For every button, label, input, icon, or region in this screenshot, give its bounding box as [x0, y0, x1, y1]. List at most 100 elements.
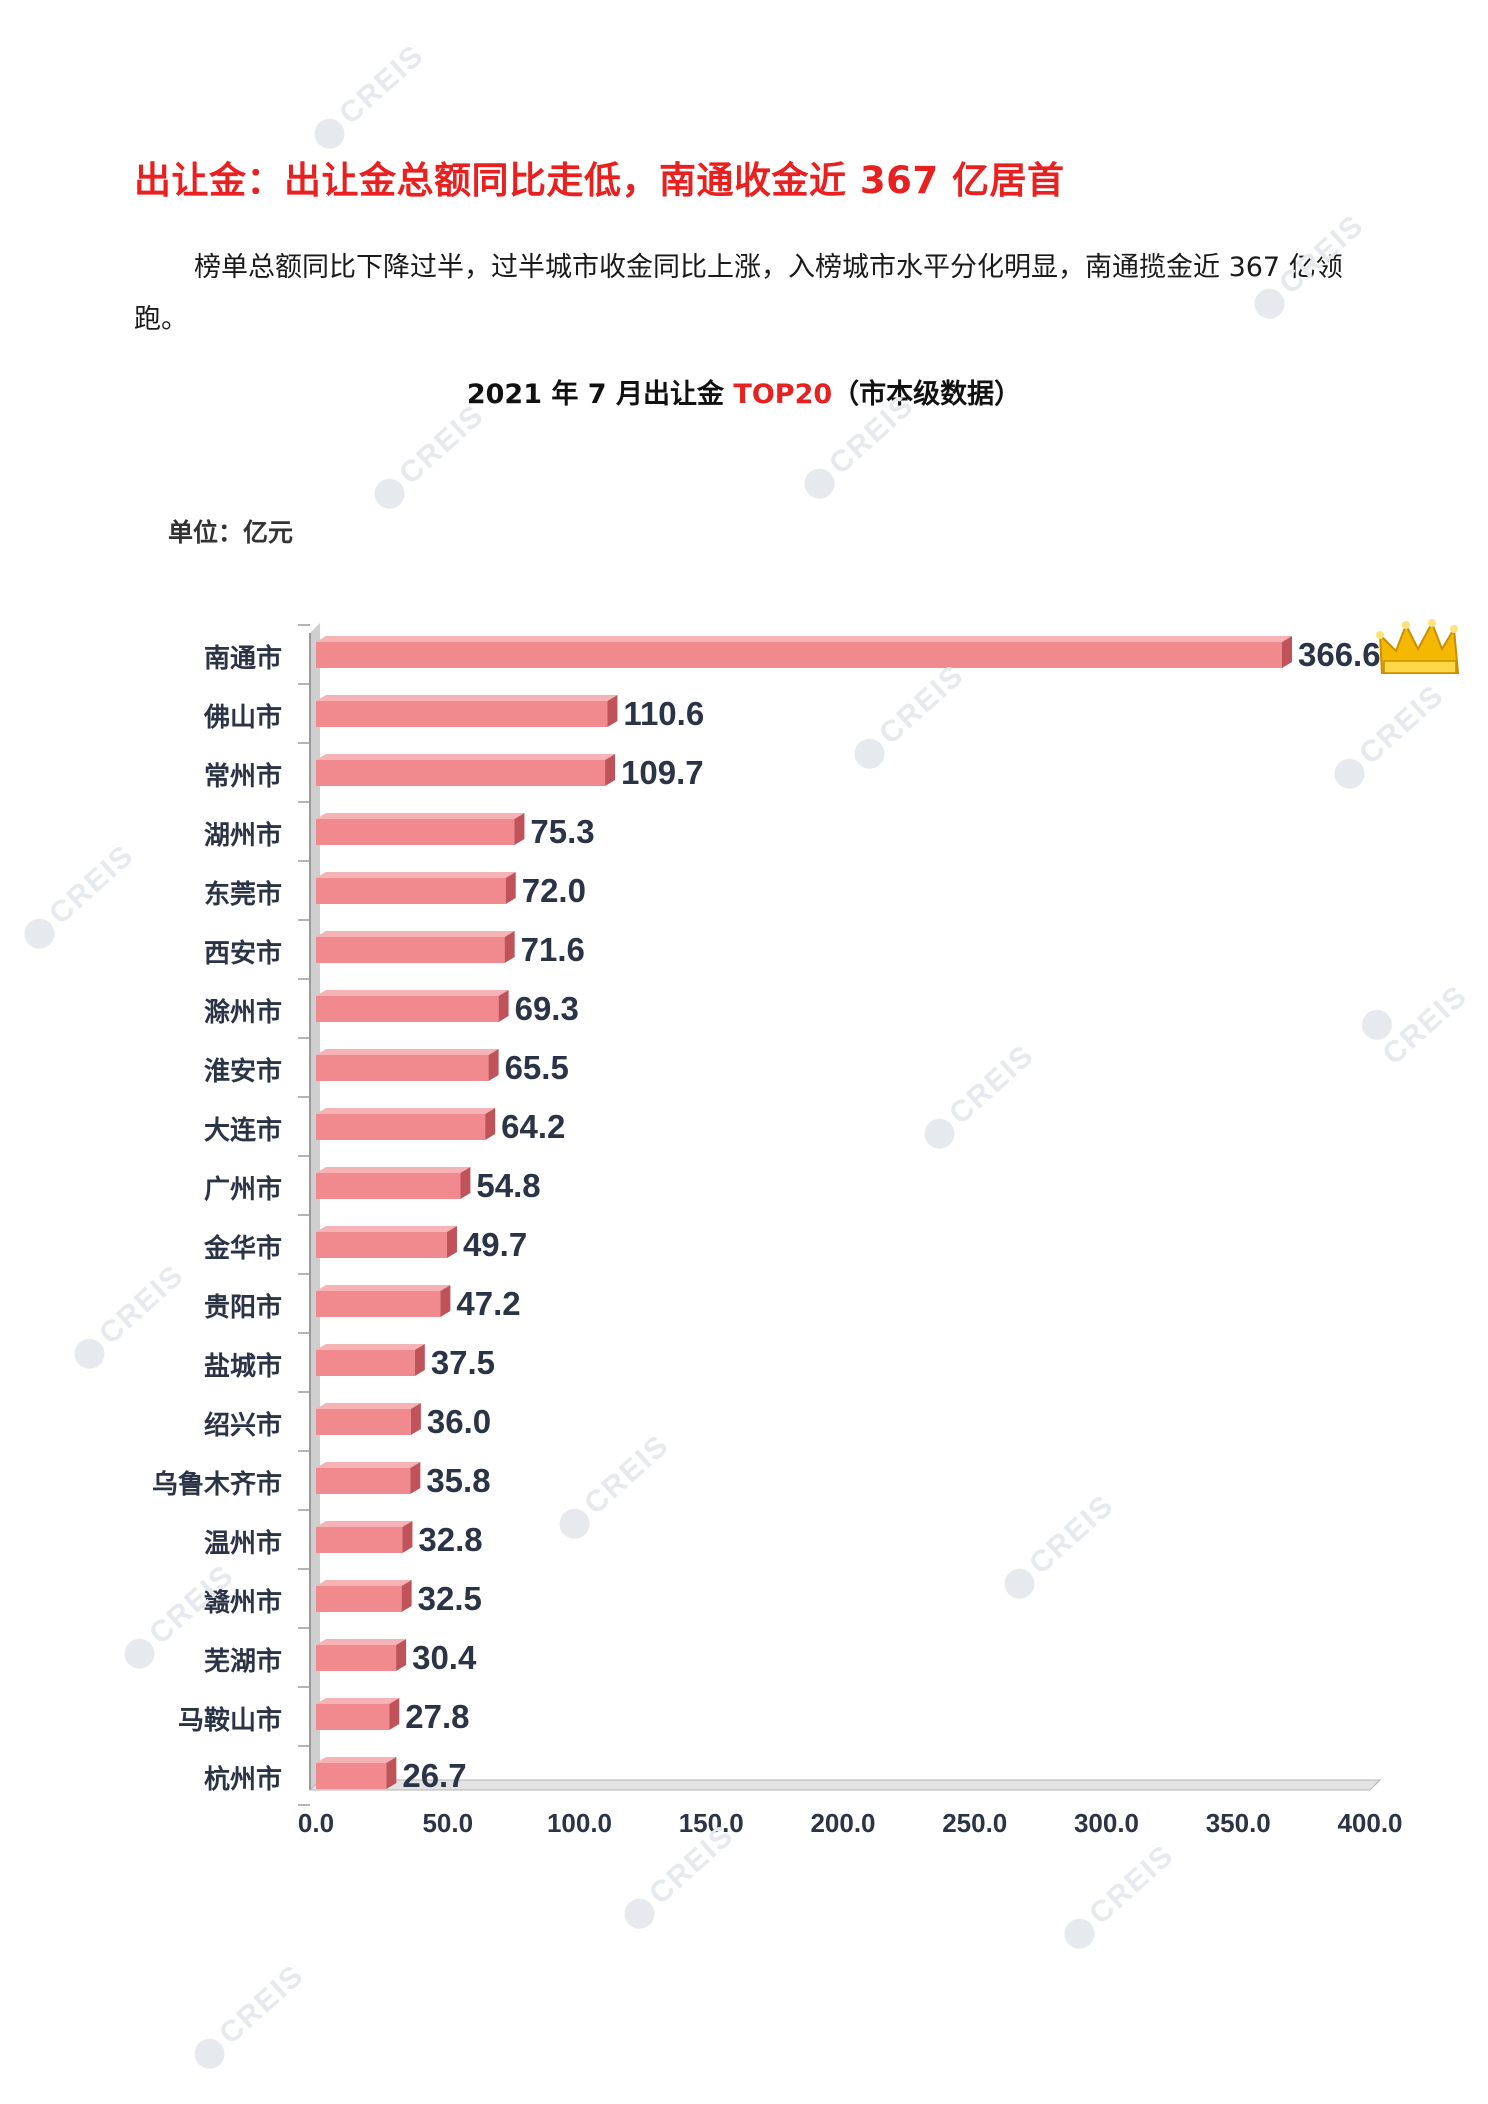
value-label: 72.0: [522, 872, 586, 909]
value-label: 32.5: [418, 1580, 482, 1617]
value-label: 27.8: [405, 1698, 469, 1735]
x-tick-label: 50.0: [422, 1808, 473, 1838]
bar-side: [386, 1757, 397, 1789]
bar-side: [460, 1167, 471, 1199]
bar-group: [316, 1757, 397, 1789]
x-tick-label: 250.0: [942, 1808, 1007, 1838]
x-tick-label: 0.0: [298, 1808, 334, 1838]
y-axis-wall: [310, 623, 320, 1790]
bar-side: [498, 990, 509, 1022]
bar-side: [440, 1285, 451, 1317]
bar-top: [316, 1285, 451, 1291]
bar-group: [316, 1049, 499, 1081]
bar-top: [316, 1580, 412, 1586]
bar-top: [316, 1344, 425, 1350]
value-label: 32.8: [418, 1521, 482, 1558]
bar: [316, 1763, 387, 1789]
bar-side: [410, 1462, 421, 1494]
bar-group: [316, 1462, 421, 1494]
bar-group: [316, 1344, 425, 1376]
bar-side: [389, 1698, 400, 1730]
bar: [316, 642, 1282, 668]
bar-top: [316, 695, 618, 701]
bar: [316, 1704, 390, 1730]
bar-side: [401, 1580, 412, 1612]
bar-side: [410, 1403, 421, 1435]
category-label: 金华市: [203, 1233, 282, 1264]
bar-top: [316, 1757, 397, 1763]
bar-group: [316, 990, 509, 1022]
bar-group: [316, 1521, 413, 1553]
bar-group: [316, 754, 616, 786]
bar-group: [316, 1167, 471, 1199]
bar-top: [316, 1167, 471, 1173]
bar-side: [1281, 636, 1292, 668]
value-label: 64.2: [501, 1108, 565, 1145]
category-label: 温州市: [204, 1528, 282, 1559]
bar: [316, 819, 515, 845]
bar-top: [316, 1226, 457, 1232]
value-label: 35.8: [426, 1462, 490, 1499]
category-label: 赣州市: [204, 1587, 282, 1618]
section-paragraph: 榜单总额同比下降过半，过半城市收金同比上涨，入榜城市水平分化明显，南通揽金近 3…: [134, 252, 1343, 335]
bar-side: [414, 1344, 425, 1376]
bar: [316, 1114, 486, 1140]
bar: [316, 760, 606, 786]
bar-side: [607, 695, 618, 727]
value-label: 71.6: [521, 931, 585, 968]
bar-top: [316, 754, 616, 760]
category-label: 西安市: [204, 938, 282, 969]
category-label: 大连市: [204, 1115, 282, 1146]
x-tick-label: 350.0: [1206, 1808, 1271, 1838]
value-label: 54.8: [476, 1167, 540, 1204]
bar-group: [316, 1639, 407, 1671]
value-label: 49.7: [463, 1226, 527, 1263]
category-label: 湖州市: [204, 820, 282, 851]
bar-group: [316, 813, 525, 845]
value-label: 109.7: [621, 754, 704, 791]
crown-band: [1383, 660, 1457, 674]
bar-top: [316, 813, 525, 819]
bar-group: [316, 872, 516, 904]
x-tick-label: 150.0: [679, 1808, 744, 1838]
bar-group: [316, 1285, 451, 1317]
bar-side: [504, 931, 515, 963]
category-label: 马鞍山市: [178, 1705, 282, 1736]
bar: [316, 1232, 447, 1258]
category-label: 绍兴市: [204, 1410, 282, 1441]
bar: [316, 878, 506, 904]
category-label: 佛山市: [203, 702, 282, 733]
bar: [316, 996, 499, 1022]
crown-jewel: [1428, 619, 1436, 627]
category-label: 滁州市: [204, 997, 282, 1028]
value-label: 37.5: [431, 1344, 495, 1381]
value-label: 26.7: [402, 1757, 466, 1794]
bar-group: [316, 1698, 400, 1730]
bar-top: [316, 636, 1292, 642]
bar-side: [505, 872, 516, 904]
value-label: 75.3: [530, 813, 594, 850]
value-label: 47.2: [456, 1285, 520, 1322]
bar-group: [316, 1226, 457, 1258]
bar: [316, 1586, 402, 1612]
value-label: 65.5: [505, 1049, 569, 1086]
bar-group: [316, 1108, 496, 1140]
bar-side: [446, 1226, 457, 1258]
x-tick-label: 400.0: [1337, 1808, 1402, 1838]
bar-top: [316, 1108, 496, 1114]
x-tick-label: 300.0: [1074, 1808, 1139, 1838]
bar-top: [316, 1521, 413, 1527]
value-label: 366.6: [1298, 636, 1381, 673]
bar-side: [396, 1639, 407, 1671]
category-label: 贵阳市: [204, 1292, 282, 1323]
bar-side: [605, 754, 616, 786]
bar: [316, 1409, 411, 1435]
bar-group: [316, 636, 1292, 668]
bar: [316, 1291, 441, 1317]
x-tick-label: 100.0: [547, 1808, 612, 1838]
category-label: 广州市: [204, 1174, 282, 1205]
bar-side: [402, 1521, 413, 1553]
bar-group: [316, 1403, 421, 1435]
bar: [316, 937, 505, 963]
